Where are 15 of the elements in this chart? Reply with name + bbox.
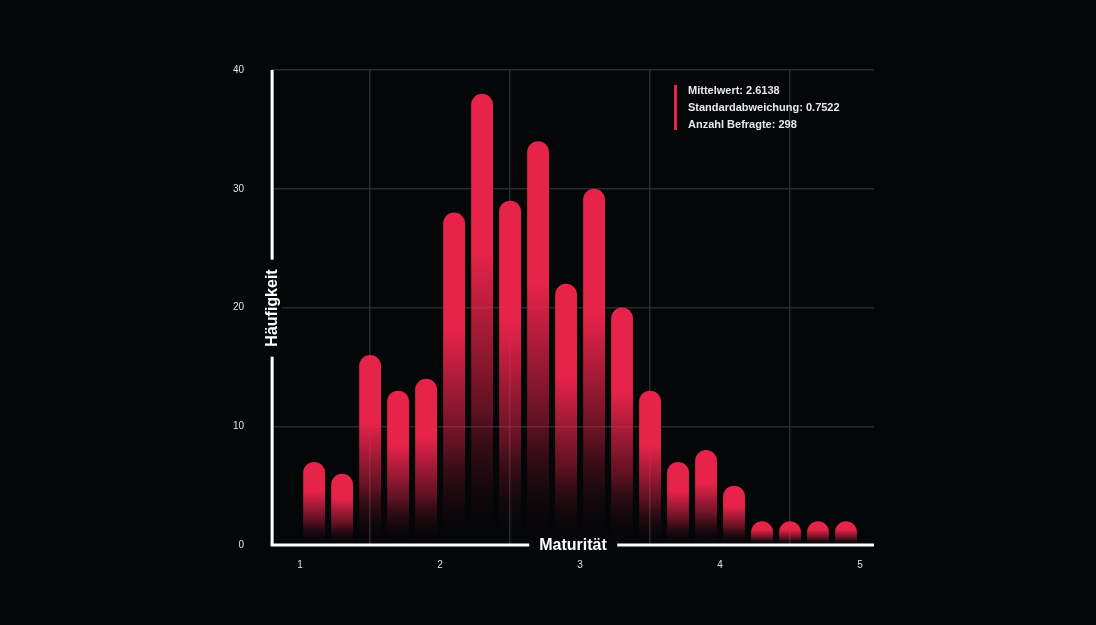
x-tick-label: 2	[437, 558, 444, 570]
y-tick-label: 20	[233, 301, 245, 313]
y-axis-title: Häufigkeit	[262, 258, 283, 357]
y-tick-label: 30	[233, 182, 245, 194]
annotation: Standardabweichung: 0.7522	[688, 100, 840, 115]
x-tick-label: 5	[857, 558, 864, 570]
x-tick-label: 1	[297, 558, 304, 570]
x-tick-label: 3	[577, 558, 584, 570]
annotation: Mittelwert: 2.6138	[688, 83, 781, 98]
y-tick-label: 40	[233, 63, 245, 75]
x-axis-title: Maturität	[529, 535, 617, 555]
x-tick-label: 4	[717, 558, 724, 570]
annotation: Anzahl Befragte: 298	[688, 117, 798, 132]
y-tick-label: 0	[238, 538, 245, 550]
y-tick-label: 10	[233, 420, 245, 431]
